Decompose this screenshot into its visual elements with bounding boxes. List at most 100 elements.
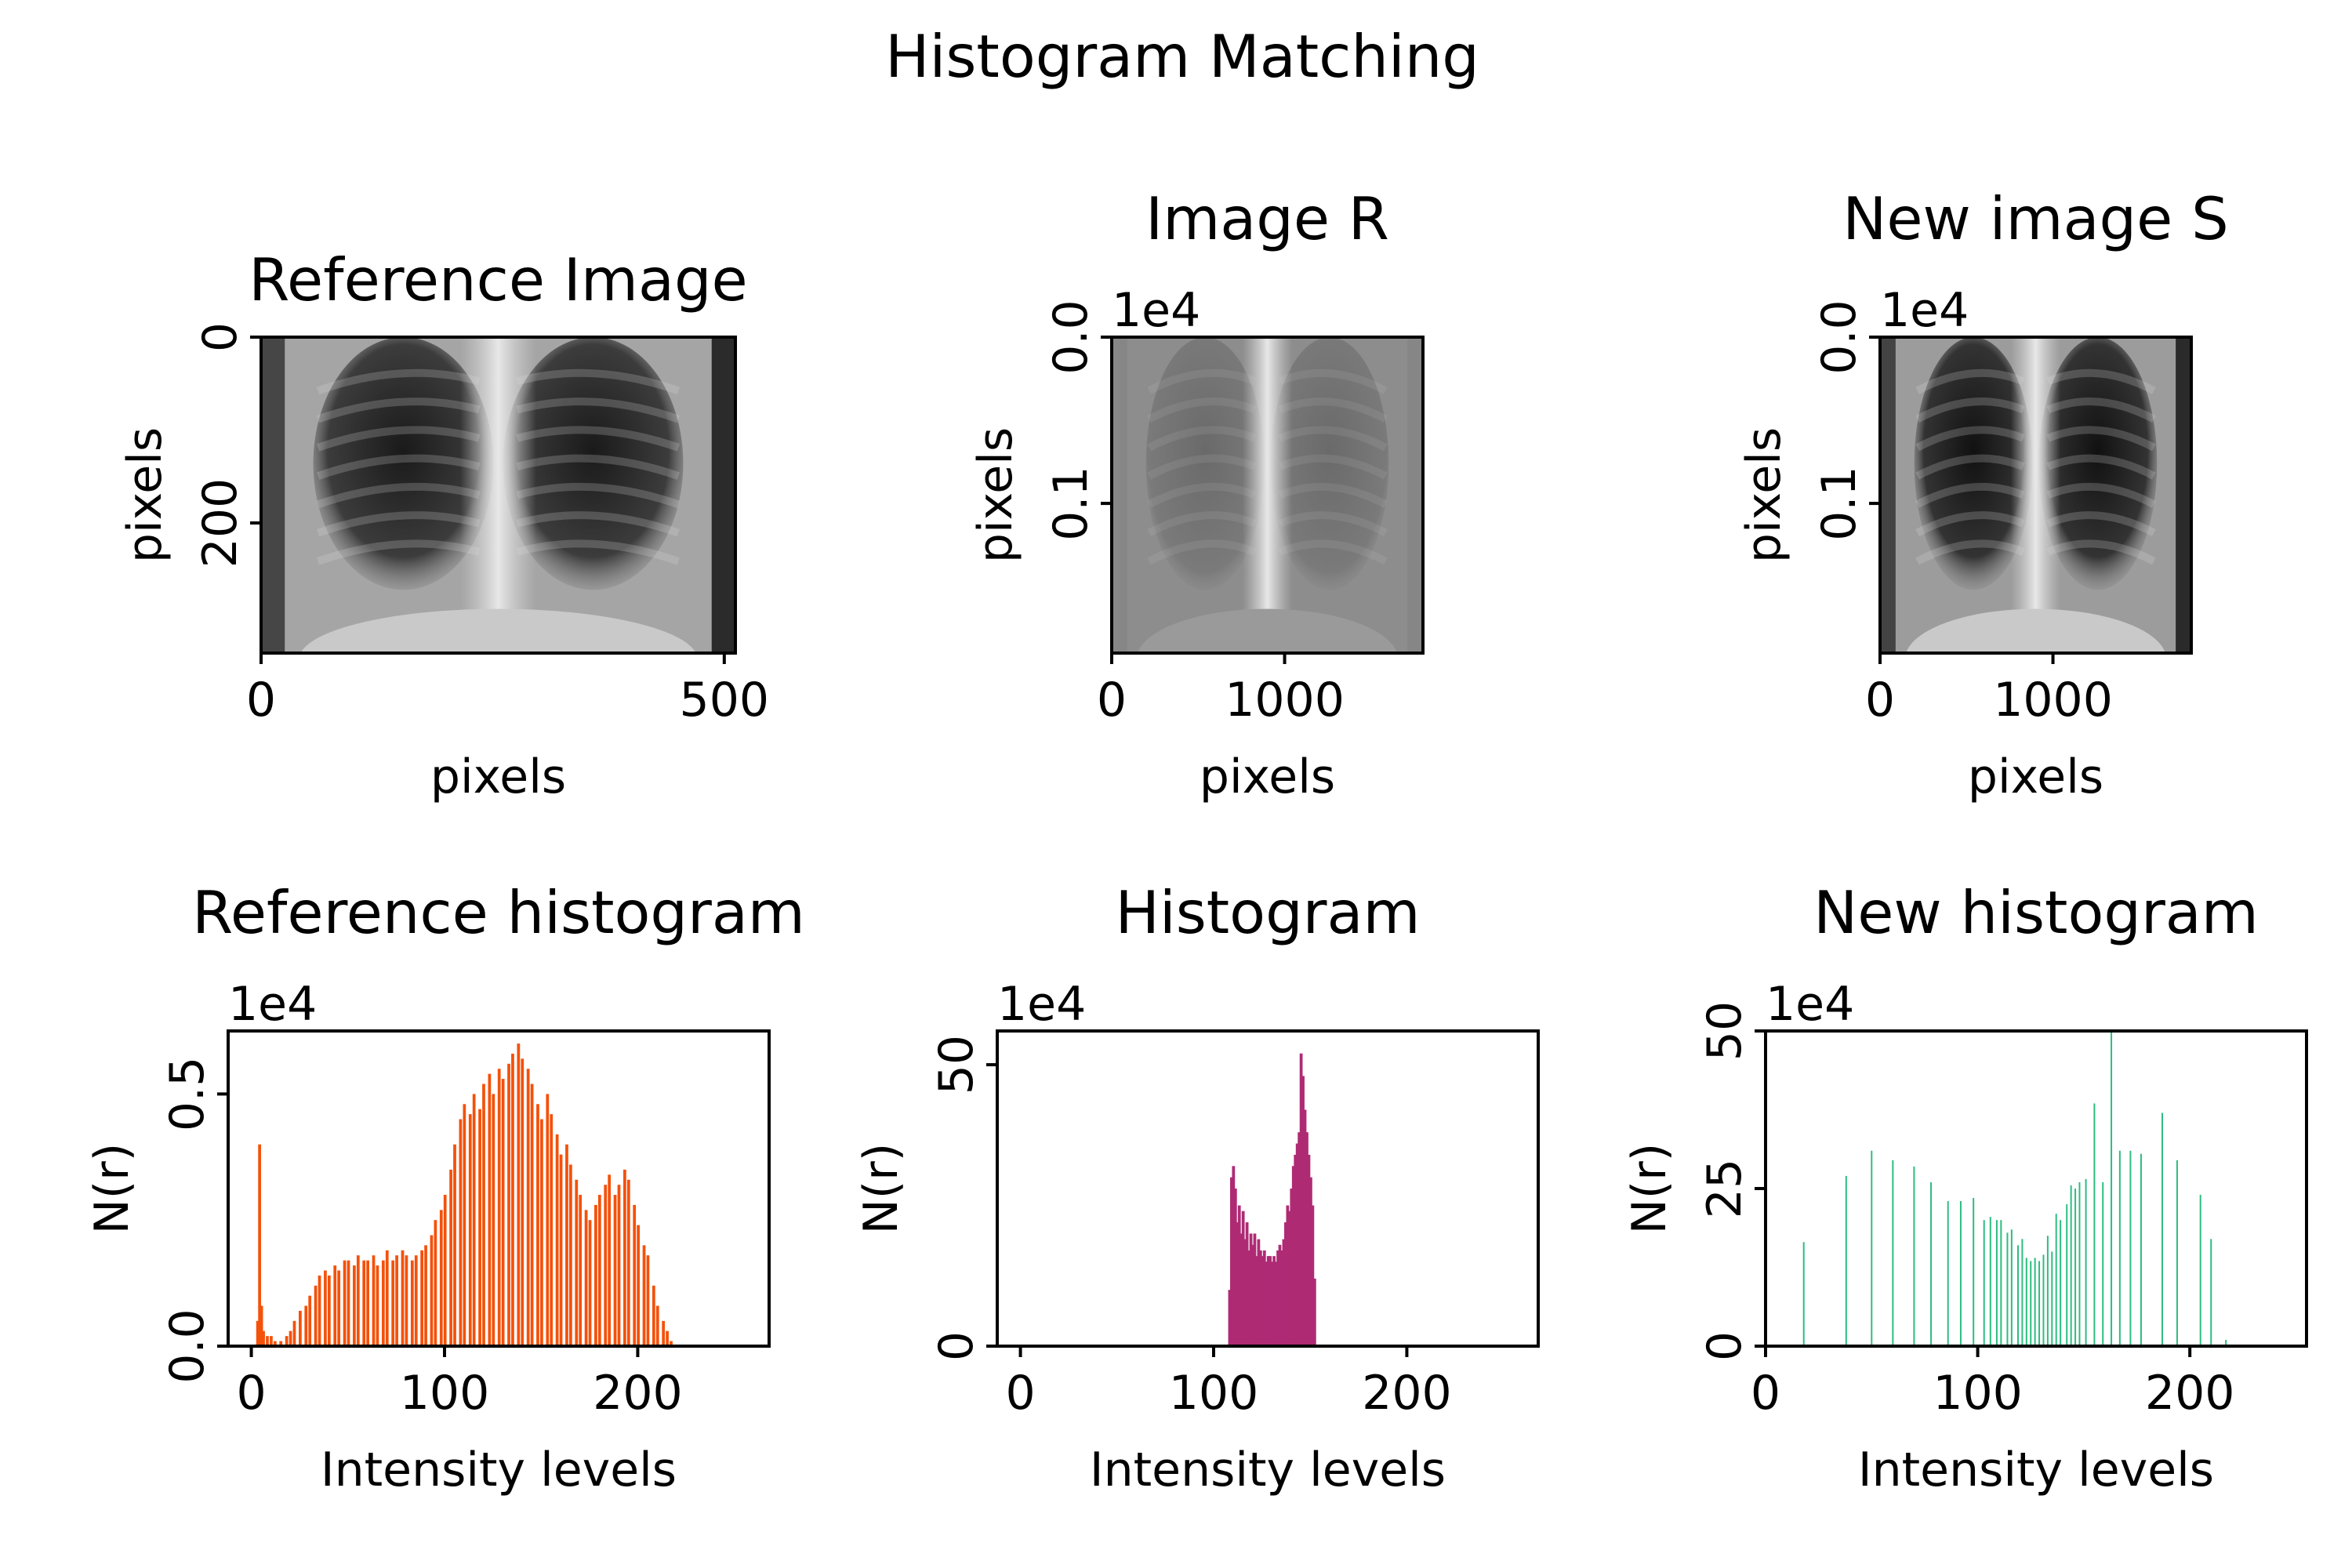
histogram-bar [414,1255,418,1346]
histogram-bar [1291,1166,1295,1346]
histogram-bar [1249,1233,1253,1346]
histogram-bar [260,1305,263,1346]
axes-title: Histogram [1115,878,1420,947]
histogram-bar [292,1320,296,1346]
x-tick-label: 0 [246,673,276,728]
xray-image [261,337,735,653]
histogram-bar [2025,1258,2027,1346]
histogram-bar [550,1114,554,1346]
histogram-bar [482,1083,485,1346]
histogram-bar [343,1260,347,1346]
histogram-bar [1947,1201,1949,1346]
histogram-bar [1230,1177,1233,1346]
histogram-bar [594,1204,597,1346]
y-tick-label: 50 [929,1035,984,1094]
histogram-bars [1802,1031,2227,1346]
histogram-bar [1871,1150,1873,1346]
axes-title: New histogram [1813,878,2259,947]
histogram-bar [1247,1250,1250,1346]
histogram-bar [1311,1205,1315,1346]
histogram-bar [2000,1220,2002,1346]
histogram-bar [2038,1261,2041,1346]
histogram-bar [1312,1278,1316,1346]
histogram-bar [324,1270,327,1346]
histogram-bar [536,1104,539,1346]
y-tick-label: 0.5 [160,1057,215,1131]
histogram-bar [1261,1256,1265,1346]
histogram-bar [2111,1031,2113,1346]
histogram-bar [1233,1189,1237,1346]
x-tick-label: 1000 [1225,673,1345,728]
x-axis-label: pixels [1968,750,2103,804]
histogram-bar [318,1275,321,1346]
panel-ref_img: 0 500 0 200 Reference Image pixels pixels [118,245,769,804]
histogram-bar [1973,1198,1975,1346]
histogram-bar [430,1235,434,1346]
histogram-bar [410,1260,414,1346]
histogram-bar [530,1083,534,1346]
histogram-bar [1269,1256,1272,1346]
histogram-bar [1959,1201,1962,1346]
histogram-bar [2030,1261,2032,1346]
histogram-bar [2118,1150,2121,1346]
histogram-bars [256,1044,673,1346]
histogram-bar [1257,1239,1261,1346]
histogram-bar [608,1174,612,1346]
histogram-bar [314,1285,318,1346]
histogram-bar [478,1109,481,1346]
x-tick-label: 0 [1097,673,1127,728]
histogram-bar [1295,1143,1299,1346]
axes-frame [1878,336,2193,655]
axes-frame [227,1029,771,1348]
histogram-bar [1298,1132,1301,1346]
histogram-bar [258,1144,262,1346]
histogram-bar [588,1220,592,1346]
histogram-bar [443,1195,447,1346]
histogram-bar [366,1260,370,1346]
y-axis-label: pixels [968,427,1023,563]
histogram-bar [333,1265,337,1346]
histogram-bar [434,1220,437,1346]
x-tick-label: 0 [236,1366,266,1421]
y-axis-label: N(r) [85,1143,140,1234]
histogram-bar [2051,1251,2053,1346]
histogram-bar [2129,1150,2132,1346]
xray-image [1112,337,1423,653]
x-axis-label: Intensity levels [321,1443,677,1497]
histogram-bar [273,1341,277,1346]
histogram-bar [356,1255,360,1346]
histogram-bar [655,1305,659,1346]
histogram-bar [559,1154,563,1346]
histogram-bar [2060,1220,2062,1346]
axes-title: Image R [1145,184,1389,253]
histogram-bar [1255,1256,1258,1346]
histogram-bar [472,1094,476,1346]
histogram-bar [256,1320,260,1346]
y-tick-label: 0 [1697,1331,1752,1361]
histogram-bar [1301,1076,1305,1346]
histogram-bar [575,1179,579,1346]
y-tick-label: 0.1 [1812,466,1867,540]
histogram-bar [1270,1261,1274,1346]
histogram-bar [1280,1250,1283,1346]
histogram-bar [1309,1177,1312,1346]
x-tick-label: 100 [400,1366,490,1421]
histogram-bar [584,1210,588,1346]
histogram-bar [327,1275,331,1346]
histogram-bar [1278,1244,1282,1346]
figure-suptitle: Histogram Matching [885,22,1479,91]
histogram-bar [666,1330,669,1346]
histogram-bar [488,1073,492,1346]
histogram-bar [1995,1220,1998,1346]
x-tick-label: 500 [680,673,770,728]
histogram-bar [1286,1205,1290,1346]
histogram-bar [1845,1175,1847,1346]
histogram-bar [613,1195,617,1346]
histogram-bar [270,1336,273,1346]
histogram-bar [362,1260,366,1346]
histogram-bar [2074,1189,2077,1346]
histogram-bar [2070,1185,2072,1346]
axes-frame [996,1029,1540,1348]
xray-image [1880,337,2191,653]
